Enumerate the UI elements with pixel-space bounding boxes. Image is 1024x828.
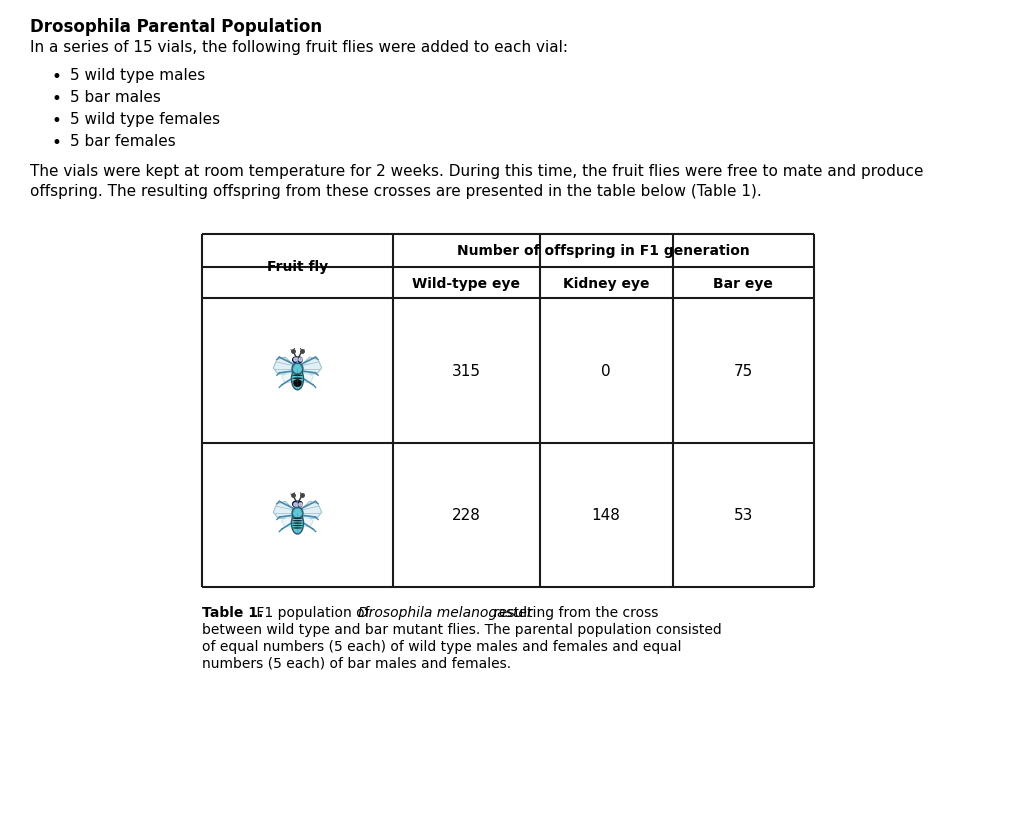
- Ellipse shape: [293, 380, 302, 388]
- Ellipse shape: [298, 358, 302, 363]
- Text: •: •: [52, 134, 61, 152]
- Text: 5 wild type females: 5 wild type females: [70, 112, 220, 127]
- Text: •: •: [52, 112, 61, 130]
- Polygon shape: [299, 516, 313, 527]
- Ellipse shape: [292, 525, 303, 527]
- Text: 5 bar females: 5 bar females: [70, 134, 176, 149]
- Text: 5 bar males: 5 bar males: [70, 90, 161, 105]
- Ellipse shape: [292, 378, 303, 380]
- Text: •: •: [52, 90, 61, 108]
- Ellipse shape: [292, 518, 303, 519]
- Text: 148: 148: [592, 508, 621, 522]
- Polygon shape: [282, 372, 296, 383]
- Polygon shape: [299, 372, 313, 383]
- Ellipse shape: [292, 520, 303, 522]
- Ellipse shape: [292, 522, 303, 524]
- Text: offspring. The resulting offspring from these crosses are presented in the table: offspring. The resulting offspring from …: [30, 184, 762, 199]
- Text: numbers (5 each) of bar males and females.: numbers (5 each) of bar males and female…: [202, 656, 511, 670]
- Ellipse shape: [292, 527, 303, 529]
- Ellipse shape: [292, 513, 303, 534]
- Text: Fruit fly: Fruit fly: [267, 260, 328, 273]
- Polygon shape: [273, 502, 296, 518]
- Ellipse shape: [292, 375, 303, 377]
- Ellipse shape: [292, 363, 303, 374]
- Text: In a series of 15 vials, the following fruit flies were added to each vial:: In a series of 15 vials, the following f…: [30, 40, 568, 55]
- Text: 75: 75: [734, 363, 753, 378]
- Text: Bar eye: Bar eye: [714, 277, 773, 290]
- Ellipse shape: [293, 502, 297, 507]
- Text: 315: 315: [452, 363, 481, 378]
- Polygon shape: [282, 516, 296, 527]
- Ellipse shape: [292, 508, 303, 518]
- Text: Drosophila melanogaster: Drosophila melanogaster: [358, 605, 532, 619]
- Polygon shape: [299, 358, 322, 374]
- Text: Drosophila Parental Population: Drosophila Parental Population: [30, 18, 323, 36]
- Text: Kidney eye: Kidney eye: [563, 277, 649, 290]
- Text: 228: 228: [452, 508, 481, 522]
- Ellipse shape: [293, 358, 297, 363]
- Text: •: •: [52, 68, 61, 86]
- Text: of equal numbers (5 each) of wild type males and females and equal: of equal numbers (5 each) of wild type m…: [202, 639, 681, 653]
- Text: resulting from the cross: resulting from the cross: [489, 605, 658, 619]
- Text: Table 1.: Table 1.: [202, 605, 263, 619]
- Polygon shape: [273, 358, 296, 374]
- Polygon shape: [299, 502, 322, 518]
- Ellipse shape: [292, 368, 303, 390]
- Text: 0: 0: [601, 363, 611, 378]
- Ellipse shape: [292, 381, 303, 383]
- Ellipse shape: [298, 502, 302, 507]
- Text: 5 wild type males: 5 wild type males: [70, 68, 205, 83]
- Text: F1 population of: F1 population of: [252, 605, 374, 619]
- Ellipse shape: [294, 358, 301, 364]
- Ellipse shape: [294, 502, 301, 508]
- Text: Wild-type eye: Wild-type eye: [413, 277, 520, 290]
- Text: 53: 53: [734, 508, 753, 522]
- Text: The vials were kept at room temperature for 2 weeks. During this time, the fruit: The vials were kept at room temperature …: [30, 164, 924, 179]
- Text: Number of offspring in F1 generation: Number of offspring in F1 generation: [458, 244, 750, 258]
- Text: between wild type and bar mutant flies. The parental population consisted: between wild type and bar mutant flies. …: [202, 622, 722, 636]
